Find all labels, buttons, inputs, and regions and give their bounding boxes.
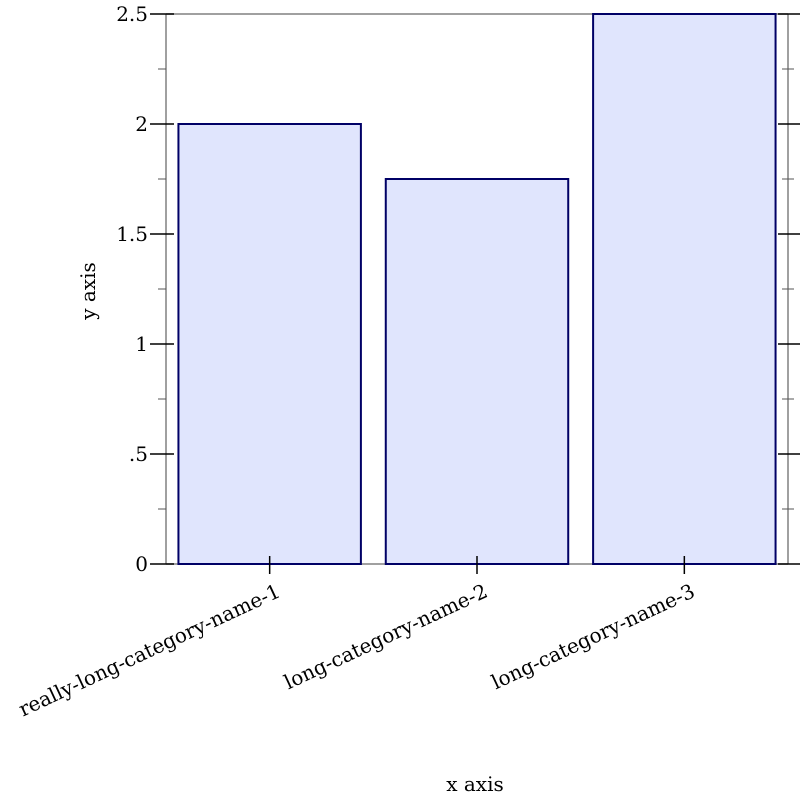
x-axis: really-long-category-name-1long-category… <box>15 556 699 721</box>
y-tick-label: .5 <box>129 442 148 466</box>
bar-2 <box>384 178 570 565</box>
x-tick-label-3: long-category-name-3 <box>488 579 699 694</box>
x-axis-title: x axis <box>446 772 504 796</box>
bar-1 <box>177 123 362 565</box>
y-tick-label: 2.5 <box>116 2 148 26</box>
y-tick-label: 1 <box>135 332 148 356</box>
y-axis: 0 .5 1 1.5 2 2.5 <box>116 2 800 576</box>
bars-group <box>177 13 777 565</box>
y-axis-title: y axis <box>76 262 100 321</box>
x-tick-label-2: long-category-name-2 <box>280 579 491 694</box>
x-tick-label-1: really-long-category-name-1 <box>15 579 284 721</box>
y-tick-label: 0 <box>135 552 148 576</box>
bar-3 <box>592 13 777 565</box>
y-tick-label: 1.5 <box>116 222 148 246</box>
y-tick-label: 2 <box>135 112 148 136</box>
